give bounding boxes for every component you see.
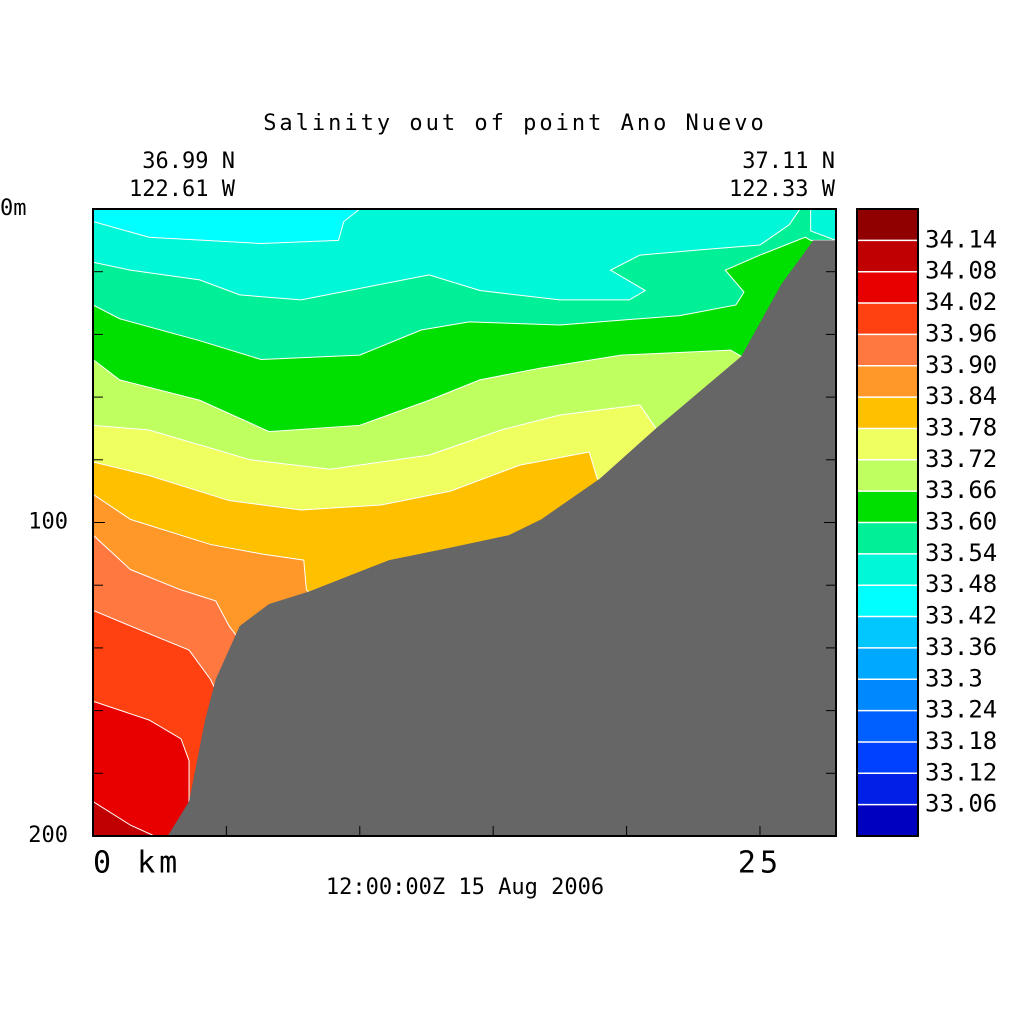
colorbar-label: 33.84 [925, 382, 997, 410]
colorbar-label: 33.3 [925, 664, 983, 692]
contour-band [93, 700, 193, 836]
colorbar-label: 34.14 [925, 225, 997, 253]
contour-band [93, 209, 361, 244]
colorbar-band [857, 271, 918, 304]
colorbar-label: 34.08 [925, 257, 997, 285]
y-tick-label: 200 [28, 823, 68, 848]
x-tick-label: 25 [738, 846, 782, 881]
colorbar-band [857, 428, 918, 461]
colorbar-band [857, 616, 918, 649]
corner-label: 122.33 W [729, 177, 836, 202]
colorbar-label: 33.96 [925, 319, 997, 347]
colorbar-frame [856, 208, 919, 837]
colorbar-band [857, 710, 918, 743]
x-tick-label: 0 km [93, 846, 181, 881]
colorbar-band [857, 459, 918, 492]
colorbar-label: 33.60 [925, 508, 997, 536]
y-tick-label: 100 [28, 510, 68, 535]
colorbar-band [857, 397, 918, 429]
corner-label: 37.11 N [742, 149, 835, 174]
plot-area [93, 209, 836, 836]
colorbar-band [857, 553, 918, 586]
land-mask [167, 240, 836, 836]
colorbar-band [857, 334, 918, 367]
colorbar-band [857, 647, 918, 680]
corner-label: 122.61 W [129, 177, 236, 202]
colorbar-label: 33.12 [925, 758, 997, 786]
colorbar-label: 33.72 [925, 445, 997, 473]
corner-label: 36.99 N [142, 149, 235, 174]
y-tick-label: 0m [0, 196, 27, 221]
colorbar-label: 33.42 [925, 602, 997, 630]
colorbar-band [857, 240, 918, 273]
colorbar-label: 33.54 [925, 539, 997, 567]
colorbar-band [857, 804, 918, 837]
colorbar-label: 33.18 [925, 727, 997, 755]
subtitle: 12:00:00Z 15 Aug 2006 [326, 875, 604, 900]
colorbar-label: 33.90 [925, 351, 997, 379]
colorbar-band [857, 741, 918, 774]
colorbar-label: 34.02 [925, 288, 997, 316]
colorbar-label: 33.36 [925, 633, 997, 661]
colorbar-label: 33.06 [925, 790, 997, 818]
colorbar-label: 33.48 [925, 570, 997, 598]
colorbar-band [857, 209, 918, 241]
colorbar-label: 33.66 [925, 476, 997, 504]
colorbar-band [857, 365, 918, 398]
colorbar-band [857, 491, 918, 523]
colorbar-band [857, 679, 918, 712]
colorbar-label: 33.24 [925, 696, 997, 724]
colorbar-band [857, 522, 918, 555]
chart-title: Salinity out of point Ano Nuevo [263, 111, 767, 136]
colorbar-band [857, 773, 918, 806]
colorbar-band [857, 585, 918, 618]
colorbar-band [857, 303, 918, 335]
contour-band [93, 800, 155, 836]
colorbar-label: 33.78 [925, 413, 997, 441]
